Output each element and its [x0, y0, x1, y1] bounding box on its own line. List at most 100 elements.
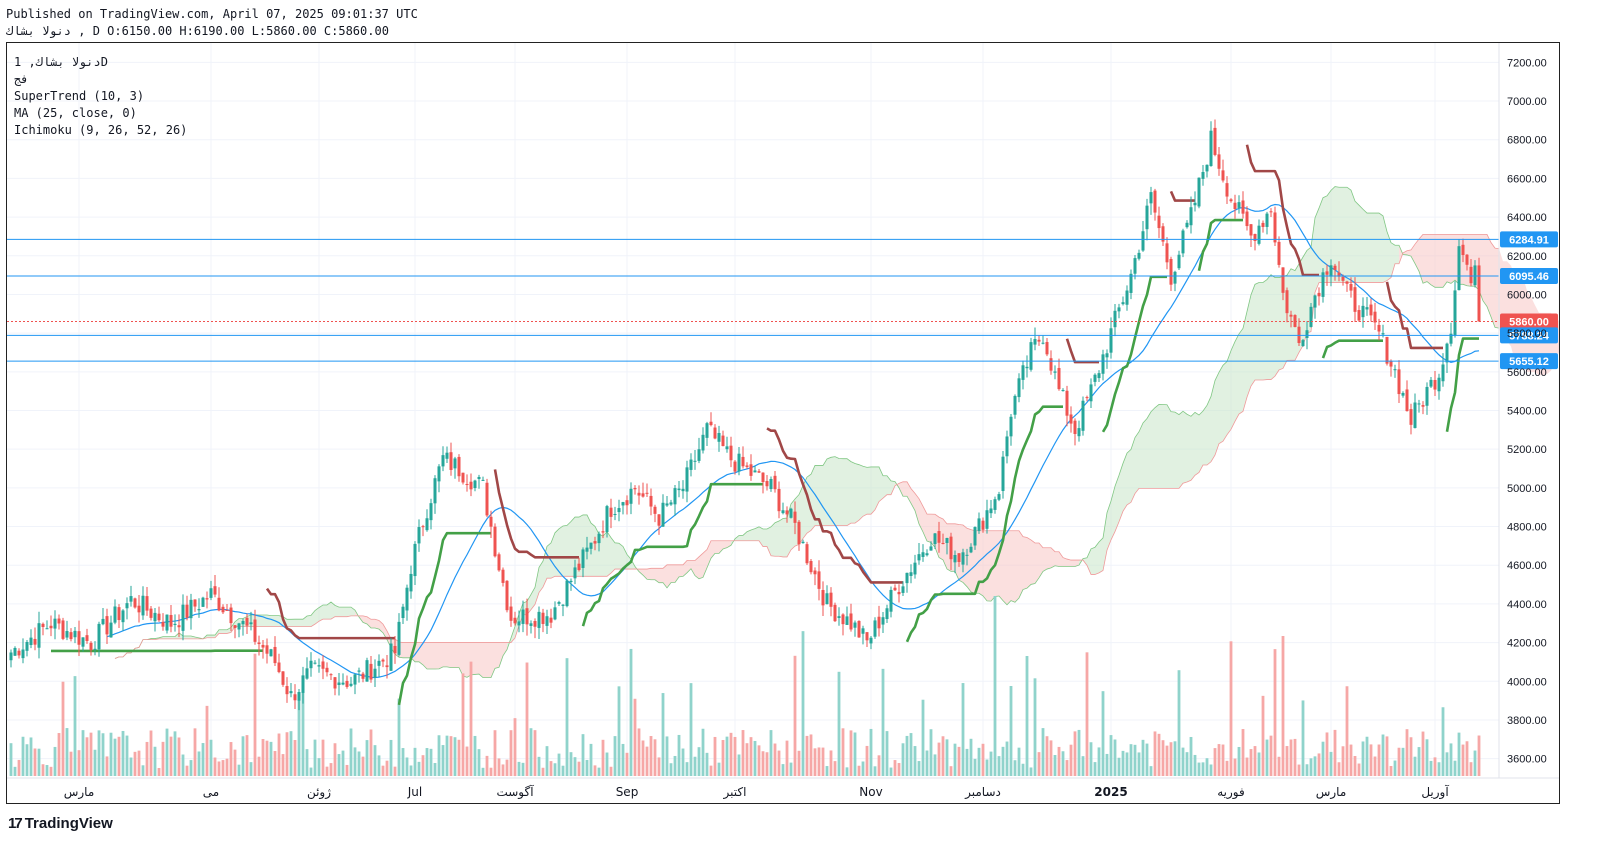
volume-bar [1281, 636, 1285, 776]
candle-body [1297, 326, 1301, 344]
volume-bar [309, 767, 313, 776]
volume-bar [1457, 732, 1461, 776]
volume-bar [1137, 752, 1141, 776]
candle-body [1293, 315, 1297, 327]
candle-body [557, 602, 561, 604]
candle-body [537, 611, 541, 628]
candle-body [1309, 306, 1313, 327]
candle-body [401, 606, 405, 619]
volume-bar [1237, 746, 1241, 776]
candle-body [681, 488, 685, 492]
volume-bar [253, 653, 257, 776]
ichimoku-cloud-segment [1419, 234, 1423, 284]
candle-body [833, 604, 837, 622]
tradingview-logo[interactable]: 17 TradingView [8, 815, 113, 832]
ichimoku-cloud-segment [831, 456, 835, 526]
volume-bar [1109, 735, 1113, 776]
volume-bar [497, 758, 501, 776]
ichimoku-cloud-segment [871, 466, 875, 515]
legend-ichimoku[interactable]: Ichimoku (9, 26, 52, 26) [14, 123, 188, 137]
ichimoku-cloud-segment [575, 517, 579, 577]
legend-supertrend[interactable]: SuperTrend (10, 3) [14, 89, 145, 103]
volume-bar [461, 673, 465, 776]
candle-body [381, 659, 385, 662]
candle-body [937, 531, 941, 543]
candle-body [605, 506, 609, 533]
volume-bar [1353, 756, 1357, 776]
volume-bar [965, 748, 969, 776]
ichimoku-cloud-segment [363, 615, 367, 624]
volume-bar [757, 745, 761, 776]
volume-bar [1389, 765, 1393, 776]
candle-body [385, 665, 389, 668]
ichimoku-cloud-segment [1291, 268, 1295, 361]
candle-body [249, 622, 253, 625]
y-tick-label: 7000.00 [1507, 96, 1547, 108]
volume-bar [489, 767, 493, 776]
ichimoku-cloud-segment [1147, 411, 1151, 489]
candle-body [1153, 190, 1157, 213]
y-tick-label: 5000.00 [1507, 483, 1547, 495]
candle-body [1241, 200, 1245, 214]
ichimoku-cloud-segment [899, 481, 903, 497]
x-tick-label: مارس [1316, 785, 1347, 800]
ichimoku-cloud-segment [1495, 248, 1499, 329]
volume-bar [1241, 729, 1245, 776]
volume-bar [709, 765, 713, 776]
x-tick-label: دسامبر [964, 785, 1001, 800]
supertrend-line [1101, 275, 1167, 433]
ichimoku-cloud-segment [1235, 333, 1239, 422]
ichimoku-cloud-segment [1395, 245, 1399, 264]
ichimoku-cloud-segment [591, 523, 595, 577]
candle-body [1161, 226, 1165, 242]
ichimoku-cloud-segment [947, 523, 951, 572]
candle-body [281, 671, 285, 685]
volume-bar [317, 758, 321, 776]
candle-body [905, 572, 909, 584]
ichimoku-cloud-segment [1111, 486, 1115, 540]
candle-body [241, 620, 245, 625]
y-tick-label: 6800.00 [1507, 135, 1547, 147]
volume-bar [213, 757, 217, 776]
volume-bar [813, 748, 817, 776]
ichimoku-cloud-segment [1335, 186, 1339, 283]
volume-bar [17, 759, 21, 776]
volume-bar [173, 731, 177, 776]
candle-body [585, 547, 589, 552]
ichimoku-cloud-segment [823, 458, 827, 526]
candle-body [149, 608, 153, 618]
ichimoku-cloud-segment [883, 475, 887, 499]
volume-bar [701, 728, 705, 776]
candle-body [593, 541, 597, 544]
chart-frame[interactable]: 6284.91 6095.46 5860.00 5788.24 5655.12 7200.… [6, 42, 1560, 804]
ichimoku-cloud-segment [711, 540, 715, 559]
ichimoku-cloud-segment [347, 607, 351, 617]
ichimoku-cloud-segment [775, 521, 779, 557]
ichimoku-cloud-segment [1227, 350, 1231, 435]
candle-body [1105, 353, 1109, 358]
legend-ma[interactable]: MA (25, close, 0) [14, 106, 137, 120]
candle-body [229, 607, 233, 624]
ichimoku-cloud-segment [1071, 560, 1075, 567]
volume-bar [749, 737, 753, 776]
volume-bar [953, 743, 957, 776]
ichimoku-cloud-segment [1179, 411, 1183, 489]
ichimoku-cloud-segment [607, 531, 611, 577]
volume-bar [897, 763, 901, 776]
volume-bar [181, 754, 185, 776]
candle-body [141, 595, 145, 616]
candle-body [817, 571, 821, 589]
ichimoku-cloud-segment [1031, 539, 1035, 585]
volume-bar [429, 748, 433, 776]
candle-body [65, 631, 69, 638]
supertrend-line [1197, 218, 1243, 272]
candle-body [297, 692, 301, 701]
ichimoku-cloud-segment [1371, 213, 1375, 283]
candle-body [769, 478, 773, 490]
ichimoku-cloud-segment [299, 619, 303, 627]
candle-body [885, 608, 889, 620]
ichimoku-cloud-segment [695, 556, 699, 579]
volume-bar [717, 762, 721, 776]
volume-bar [1181, 747, 1185, 776]
